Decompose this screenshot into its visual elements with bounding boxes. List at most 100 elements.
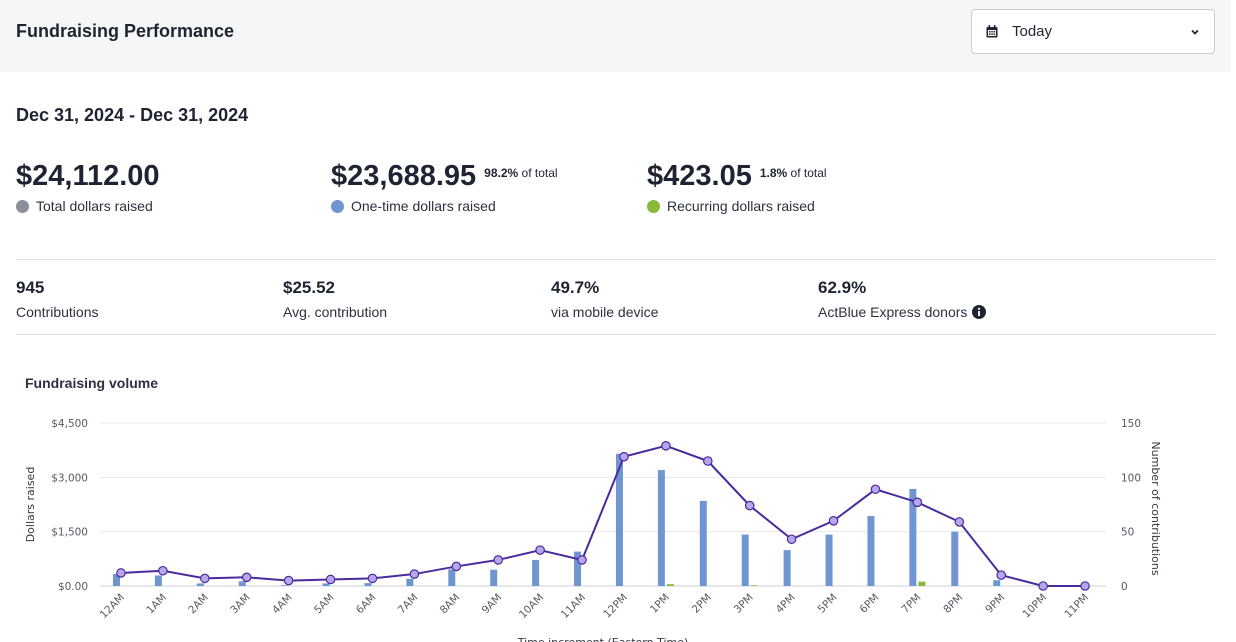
bar-one-time (364, 583, 372, 586)
recurring-label: Recurring dollars raised (667, 198, 815, 214)
chevron-down-icon (1191, 29, 1199, 35)
date-range-select[interactable]: Today (971, 9, 1215, 54)
calendar-icon (986, 25, 998, 38)
recurring-pct-suffix: of total (790, 166, 827, 180)
bar-one-time (238, 581, 246, 586)
contributions-point (786, 534, 797, 545)
bar-one-time (951, 531, 959, 586)
contributions-point (116, 568, 126, 578)
express-label: ActBlue Express donors (818, 304, 968, 320)
one-time-pct-suffix: of total (521, 166, 558, 180)
date-range-heading: Dec 31, 2024 - Dec 31, 2024 (16, 105, 249, 125)
x-tick-label: 8PM (941, 592, 965, 616)
x-tick-label: 12PM (601, 592, 630, 621)
bar-recurring (918, 581, 926, 586)
y-tick-label: $3,000 (51, 472, 88, 484)
stat-avg-contribution: $25.52 Avg. contribution (283, 278, 387, 320)
bar-one-time (532, 559, 540, 586)
y-axis-label: Dollars raised (24, 467, 37, 543)
date-select-value: Today (1012, 23, 1053, 40)
one-time-pct: 98.2% (484, 166, 519, 180)
express-value: 62.9% (818, 278, 867, 297)
contributions-point (1038, 581, 1048, 591)
x-tick-label: 2AM (186, 592, 211, 617)
contributions-point (367, 573, 378, 584)
x-tick-label: 1PM (648, 592, 672, 616)
mobile-label: via mobile device (551, 304, 659, 320)
x-tick-label: 11AM (559, 592, 588, 621)
contributions-point (493, 555, 504, 565)
x-tick-label: 7AM (396, 592, 421, 617)
bar-one-time (993, 580, 1001, 586)
page-title: Fundraising Performance (16, 21, 235, 41)
page-header: Fundraising Performance Today (0, 0, 1231, 72)
contributions-point (241, 572, 252, 583)
avg-contribution-value: $25.52 (283, 278, 335, 297)
bar-one-time (112, 574, 120, 586)
x-axis-label: Time increment (Eastern Time) (517, 636, 689, 642)
total-amount: $24,112.00 (16, 160, 160, 192)
recurring-dot (647, 199, 660, 213)
x-tick-label: 7PM (899, 592, 923, 616)
one-time-label: One-time dollars raised (351, 198, 496, 214)
x-tick-label: 4PM (774, 592, 798, 616)
bar-one-time (490, 569, 498, 586)
contributions-point (199, 573, 210, 584)
contributions-point (535, 545, 545, 555)
contributions-point (409, 569, 420, 579)
bar-one-time (448, 569, 456, 586)
y-tick-label: $0.00 (58, 581, 88, 593)
one-time-pct-wrap: 98.2% of total (484, 166, 557, 180)
x-tick-label: 9AM (480, 592, 505, 617)
one-time-amount: $23,688.95 (331, 160, 477, 192)
x-tick-label: 1AM (144, 592, 169, 617)
divider-top (16, 259, 1216, 260)
x-tick-label: 11PM (1062, 592, 1091, 621)
x-tick-label: 8AM (438, 592, 463, 617)
y2-tick-label: 50 (1121, 527, 1134, 539)
stat-mobile: 49.7% via mobile device (551, 278, 658, 320)
x-tick-label: 5PM (816, 592, 840, 616)
x-tick-label: 6PM (857, 592, 881, 616)
contributions-value: 945 (16, 278, 45, 297)
bar-one-time (741, 534, 749, 586)
x-tick-label: 10AM (517, 592, 546, 621)
total-label: Total dollars raised (36, 198, 153, 214)
recurring-amount: $423.05 (647, 160, 752, 192)
x-tick-label: 10PM (1020, 592, 1049, 621)
x-tick-label: 6AM (354, 592, 379, 617)
y-tick-label: $4,500 (51, 418, 88, 430)
contributions-point (619, 451, 629, 462)
contributions-point (661, 441, 671, 451)
info-icon[interactable] (972, 305, 987, 319)
bar-one-time (783, 550, 791, 586)
one-time-dot (331, 199, 344, 213)
bar-one-time (322, 583, 330, 586)
contributions-label: Contributions (16, 304, 99, 320)
x-tick-label: 9PM (983, 592, 1007, 616)
contributions-point (870, 484, 881, 495)
stat-contributions: 945 Contributions (16, 278, 99, 320)
contributions-point (283, 575, 294, 586)
x-tick-label: 4AM (270, 592, 295, 617)
x-tick-label: 3PM (732, 592, 756, 616)
bar-one-time (574, 551, 582, 586)
stat-express: 62.9% ActBlue Express donors (818, 278, 987, 320)
bar-one-time (406, 578, 414, 586)
bar-one-time (867, 516, 875, 586)
mobile-value: 49.7% (551, 278, 600, 297)
chart-title: Fundraising volume (25, 375, 159, 391)
recurring-pct: 1.8% (759, 166, 788, 180)
kpi-one-time: $23,688.95 98.2% of total One-time dollar… (331, 160, 558, 214)
contributions-point (451, 561, 462, 572)
bar-one-time (196, 583, 204, 586)
contributions-point (996, 570, 1007, 580)
contributions-point (744, 500, 755, 511)
x-tick-label: 12AM (98, 592, 127, 621)
bar-recurring (750, 585, 758, 586)
y-tick-label: $1,500 (51, 527, 88, 539)
avg-contribution-label: Avg. contribution (283, 304, 388, 320)
x-tick-label: 3AM (228, 592, 253, 617)
contributions-point (577, 555, 587, 565)
bar-one-time (615, 453, 623, 586)
